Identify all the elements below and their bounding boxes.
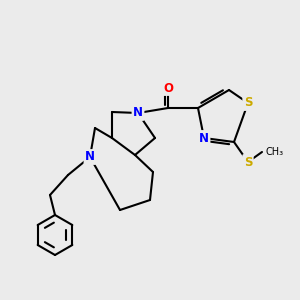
Text: CH₃: CH₃	[265, 147, 283, 157]
Text: S: S	[244, 155, 252, 169]
Text: N: N	[133, 106, 143, 119]
Text: N: N	[85, 151, 95, 164]
Text: S: S	[244, 97, 252, 110]
Text: O: O	[163, 82, 173, 94]
Text: N: N	[199, 131, 209, 145]
